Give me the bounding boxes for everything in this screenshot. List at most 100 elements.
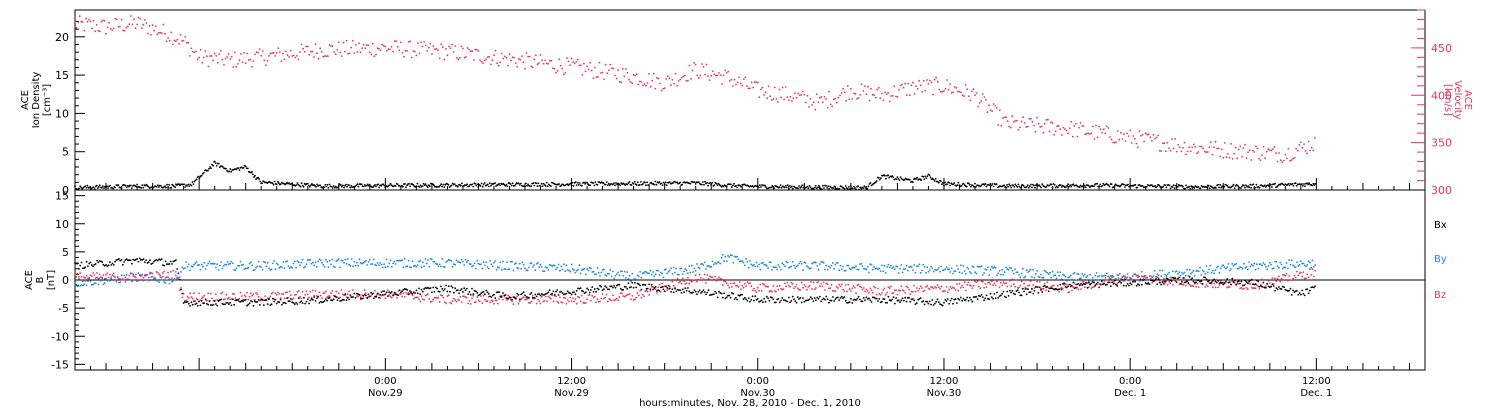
density-point (275, 183, 278, 186)
by-point (578, 264, 581, 267)
bz-point (1000, 281, 1002, 284)
bx-point (856, 297, 859, 300)
by-point (1245, 265, 1248, 268)
density-point (480, 182, 483, 185)
velocity-point (117, 26, 120, 28)
velocity-point (427, 46, 430, 49)
bz-point (1124, 277, 1126, 279)
by-point (374, 263, 376, 266)
bz-point (1294, 276, 1297, 279)
velocity-point (1194, 146, 1197, 148)
bx-point (109, 261, 111, 264)
velocity-point (778, 88, 781, 91)
bx-point (932, 304, 935, 306)
bz-point (981, 280, 984, 283)
bz-point (566, 299, 569, 301)
density-point (1061, 186, 1063, 188)
bz-point (111, 274, 114, 276)
bz-point (782, 288, 785, 291)
by-point (865, 268, 868, 271)
velocity-point (890, 95, 893, 97)
bx-point (596, 287, 599, 290)
bz-point (829, 287, 832, 290)
by-point (962, 265, 965, 267)
by-point (603, 268, 605, 271)
velocity-point (797, 92, 799, 95)
by-point (274, 268, 277, 270)
x-tick-date: Dec. 1 (1114, 388, 1146, 399)
by-point (352, 265, 354, 268)
density-point (980, 184, 983, 187)
bz-point (884, 294, 887, 296)
bz-point (862, 287, 865, 289)
bz-point (1106, 279, 1108, 281)
velocity-point (806, 94, 809, 97)
bz-point (623, 296, 626, 298)
velocity-point (1158, 149, 1161, 152)
bz-point (921, 287, 923, 289)
by-point (1281, 267, 1284, 270)
bz-point (282, 293, 285, 295)
bz-point (539, 302, 542, 305)
by-point (361, 262, 363, 265)
density-point (1019, 186, 1022, 189)
velocity-point (580, 64, 582, 67)
velocity-point (167, 37, 170, 39)
density-point (319, 184, 322, 187)
bx-point (432, 286, 435, 289)
density-point (615, 182, 617, 184)
velocity-point (417, 42, 419, 44)
bx-point (873, 296, 875, 299)
by-point (928, 269, 931, 271)
bx-point (1078, 284, 1081, 286)
velocity-point (899, 84, 902, 87)
velocity-point (736, 81, 739, 84)
by-point (218, 264, 221, 267)
velocity-point (243, 51, 246, 54)
density-point (1078, 186, 1081, 189)
bx-point (83, 267, 85, 270)
velocity-point (687, 79, 689, 82)
by-point (1130, 279, 1133, 281)
by-point (489, 260, 491, 262)
velocity-point (541, 59, 543, 62)
density-point (717, 182, 720, 185)
density-point (1190, 185, 1193, 188)
bz-point (464, 296, 467, 298)
bx-point (76, 262, 79, 265)
by-point (1049, 271, 1051, 274)
density-point (1274, 182, 1276, 185)
bz-point (1243, 287, 1245, 290)
bx-point (119, 259, 122, 262)
density-point (833, 185, 836, 188)
density-point (208, 167, 210, 170)
bx-point (644, 284, 647, 286)
density-point (1053, 184, 1056, 186)
by-point (1310, 266, 1313, 269)
density-point (1248, 186, 1250, 189)
velocity-point (553, 67, 556, 70)
by-point (626, 271, 629, 274)
by-point (151, 275, 154, 278)
bz-point (868, 291, 870, 294)
bz-point (1311, 268, 1314, 271)
by-point (1314, 264, 1316, 267)
by-point (78, 277, 80, 280)
bz-point (656, 292, 658, 294)
bz-point (844, 284, 847, 286)
bx-point (469, 293, 472, 296)
bz-point (1309, 268, 1311, 270)
bx-point (218, 299, 221, 302)
by-point (195, 261, 198, 263)
velocity-point (78, 15, 81, 18)
x-tick-time: 12:00 (930, 376, 959, 387)
density-point (642, 183, 644, 185)
bx-point (385, 291, 388, 294)
density-point (509, 183, 512, 185)
density-point (1295, 184, 1298, 187)
velocity-point (1085, 133, 1088, 135)
density-point (1112, 186, 1115, 189)
bx-point (96, 259, 98, 262)
bottom-left-tick-label: -15 (51, 358, 69, 371)
velocity-point (679, 78, 682, 81)
